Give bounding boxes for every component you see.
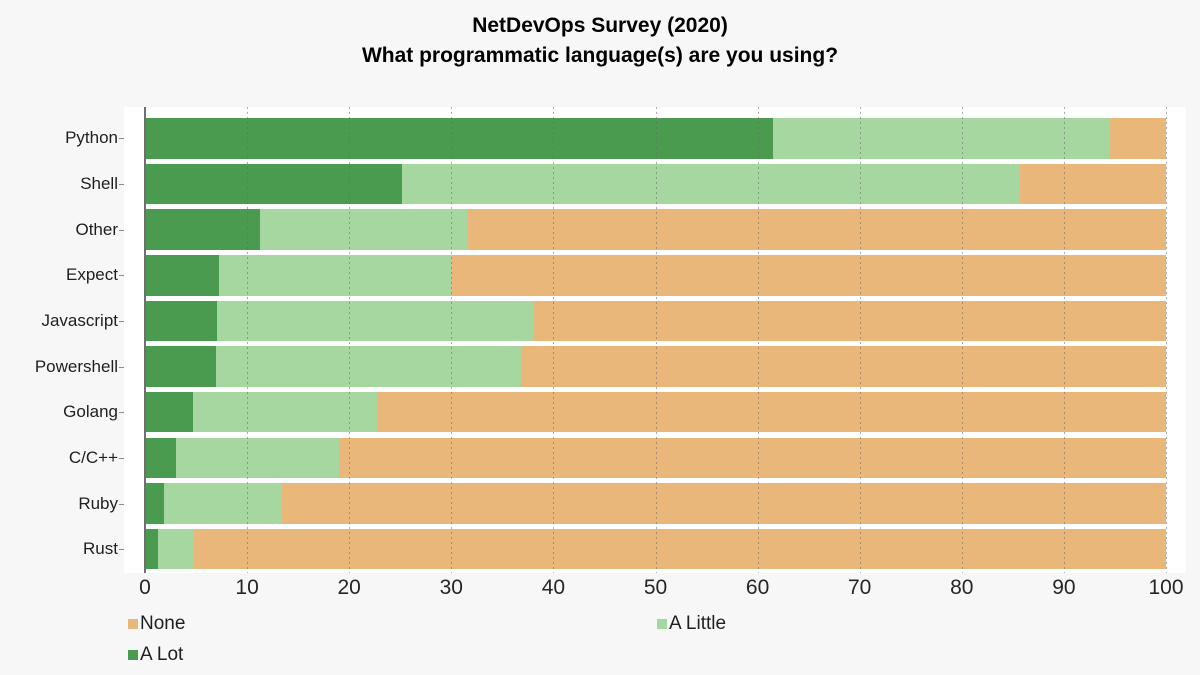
legend-swatch-none	[128, 619, 138, 629]
category-label-expect: Expect	[66, 265, 118, 285]
bar-segment-ruby-none	[281, 483, 1166, 524]
legend-item-none: None	[128, 613, 185, 635]
bar-segment-shell-none	[1019, 163, 1166, 205]
bar-row-golang	[145, 391, 1166, 433]
category-label-python: Python	[65, 128, 118, 148]
bar-segment-python-a-lot	[145, 118, 773, 159]
bar-segment-expect-a-lot	[145, 254, 219, 296]
gridline-x-40	[553, 107, 555, 573]
bar-segment-ruby-a-lot	[145, 483, 165, 524]
x-tick-label-10: 10	[235, 576, 259, 599]
bar-segment-golang-none	[376, 391, 1166, 433]
category-tick-other	[119, 229, 124, 231]
bar-row-javascript	[145, 300, 1166, 342]
x-tick-label-0: 0	[139, 576, 151, 599]
bar-segment-powershell-a-little	[216, 346, 521, 387]
chart-title: NetDevOps Survey (2020) What programmati…	[0, 11, 1200, 71]
legend-label-a-lot: A Lot	[140, 644, 184, 665]
bar-segment-expect-a-little	[218, 254, 452, 296]
bar-row-other	[145, 209, 1166, 250]
legend-item-a-lot: A Lot	[128, 644, 183, 666]
category-label-c-c: C/C++	[68, 447, 118, 467]
gridline-x-30	[451, 107, 453, 573]
bar-segment-c-c-a-lot	[145, 437, 176, 479]
gridline-x-100	[1166, 107, 1167, 573]
category-tick-c-c	[119, 457, 124, 459]
gridline-x-80	[961, 107, 963, 573]
x-tick-label-80: 80	[950, 576, 974, 599]
legend-label-none: None	[140, 613, 186, 634]
bar-row-expect	[145, 254, 1166, 296]
legend-swatch-a-little	[657, 619, 667, 629]
chart-title-line2: What programmatic language(s) are you us…	[361, 44, 839, 67]
x-tick-label-30: 30	[439, 576, 463, 599]
legend-swatch-a-lot	[128, 650, 138, 660]
x-tick-label-50: 50	[643, 576, 668, 599]
bar-row-shell	[145, 163, 1166, 205]
category-label-powershell: Powershell	[34, 356, 118, 376]
bar-row-rust	[145, 528, 1166, 570]
category-tick-javascript	[119, 320, 124, 322]
x-tick-label-20: 20	[337, 576, 361, 599]
category-tick-ruby	[119, 503, 124, 505]
gridline-x-0	[145, 107, 146, 573]
bar-segment-rust-a-lot	[145, 528, 159, 570]
category-label-other: Other	[75, 219, 118, 239]
bar-segment-javascript-a-lot	[145, 300, 218, 342]
bar-segment-shell-a-little	[402, 163, 1020, 205]
category-tick-golang	[119, 412, 124, 414]
bar-row-python	[145, 118, 1166, 159]
bar-segment-powershell-a-lot	[145, 346, 217, 387]
bar-segment-c-c-none	[338, 437, 1166, 479]
x-tick-label-100: 100	[1148, 576, 1184, 599]
bar-segment-python-a-little	[772, 118, 1110, 159]
bar-row-c-c	[145, 437, 1166, 479]
gridline-x-70	[859, 107, 861, 573]
category-tick-python	[119, 138, 124, 140]
bar-segment-ruby-a-little	[164, 483, 282, 524]
bar-segment-expect-none	[451, 254, 1166, 296]
x-tick-label-40: 40	[541, 576, 566, 599]
bar-segment-python-none	[1109, 118, 1166, 159]
bar-segment-other-a-little	[260, 209, 468, 250]
category-tick-powershell	[119, 366, 124, 368]
bar-segment-powershell-none	[520, 346, 1166, 387]
category-tick-expect	[119, 275, 124, 277]
legend-item-a-little: A Little	[657, 613, 726, 635]
gridline-x-50	[655, 107, 657, 573]
bar-row-ruby	[145, 483, 1166, 524]
category-tick-rust	[119, 549, 124, 551]
gridline-x-60	[757, 107, 759, 573]
x-tick-label-90: 90	[1052, 576, 1076, 599]
bar-segment-other-a-lot	[145, 209, 261, 250]
category-tick-shell	[119, 183, 124, 185]
category-label-javascript: Javascript	[41, 310, 118, 330]
legend-label-a-little: A Little	[669, 613, 727, 634]
x-tick-label-70: 70	[848, 576, 872, 599]
category-label-rust: Rust	[83, 539, 118, 559]
gridline-x-20	[349, 107, 351, 573]
bar-segment-javascript-a-little	[217, 300, 534, 342]
category-label-shell: Shell	[80, 173, 118, 193]
bar-segment-javascript-none	[533, 300, 1166, 342]
chart-title-line1: NetDevOps Survey (2020)	[472, 14, 728, 37]
plot-area	[124, 107, 1186, 573]
category-label-ruby: Ruby	[78, 493, 118, 513]
category-label-golang: Golang	[63, 402, 118, 422]
bar-segment-golang-a-lot	[145, 391, 193, 433]
bar-segment-rust-a-little	[158, 528, 194, 570]
bar-segment-c-c-a-little	[175, 437, 339, 479]
y-axis-line	[144, 107, 146, 573]
gridline-x-90	[1063, 107, 1065, 573]
bar-segment-shell-a-lot	[145, 163, 403, 205]
bar-segment-golang-a-little	[192, 391, 377, 433]
gridline-x-10	[247, 107, 249, 573]
bar-segment-other-none	[467, 209, 1166, 250]
x-tick-label-60: 60	[745, 576, 770, 599]
bar-row-powershell	[145, 346, 1166, 387]
bar-segment-rust-none	[194, 528, 1166, 570]
